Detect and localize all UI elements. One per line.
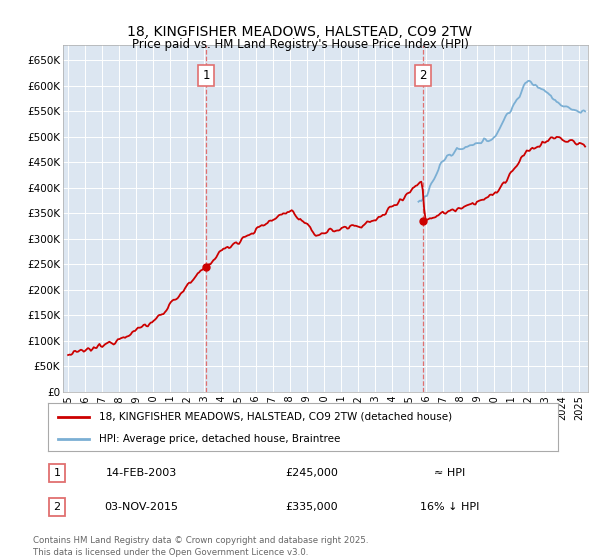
Text: 18, KINGFISHER MEADOWS, HALSTEAD, CO9 2TW (detached house): 18, KINGFISHER MEADOWS, HALSTEAD, CO9 2T…: [99, 412, 452, 422]
Text: 14-FEB-2003: 14-FEB-2003: [106, 468, 176, 478]
Text: £335,000: £335,000: [286, 502, 338, 512]
Text: 1: 1: [53, 468, 61, 478]
Text: 03-NOV-2015: 03-NOV-2015: [104, 502, 178, 512]
Text: ≈ HPI: ≈ HPI: [434, 468, 466, 478]
Text: Price paid vs. HM Land Registry's House Price Index (HPI): Price paid vs. HM Land Registry's House …: [131, 38, 469, 51]
Text: 2: 2: [419, 69, 427, 82]
Text: 18, KINGFISHER MEADOWS, HALSTEAD, CO9 2TW: 18, KINGFISHER MEADOWS, HALSTEAD, CO9 2T…: [127, 25, 473, 39]
Text: Contains HM Land Registry data © Crown copyright and database right 2025.
This d: Contains HM Land Registry data © Crown c…: [33, 536, 368, 557]
Text: £245,000: £245,000: [286, 468, 338, 478]
Text: 1: 1: [202, 69, 210, 82]
Text: 16% ↓ HPI: 16% ↓ HPI: [421, 502, 479, 512]
Text: HPI: Average price, detached house, Braintree: HPI: Average price, detached house, Brai…: [99, 434, 340, 444]
Text: 2: 2: [53, 502, 61, 512]
